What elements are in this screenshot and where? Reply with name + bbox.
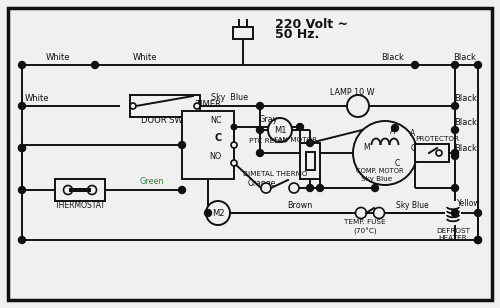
Circle shape: [18, 187, 26, 193]
Text: Sky Blue: Sky Blue: [362, 176, 392, 182]
Text: DOOR SW.: DOOR SW.: [142, 116, 184, 124]
Text: PTC RELAY: PTC RELAY: [249, 138, 287, 144]
Circle shape: [296, 124, 304, 131]
Text: C: C: [215, 133, 222, 143]
Bar: [69, 188, 91, 192]
Circle shape: [206, 201, 230, 225]
Bar: [182, 111, 234, 179]
Text: C: C: [410, 144, 416, 152]
Circle shape: [452, 184, 458, 192]
Circle shape: [256, 103, 264, 110]
Text: M1: M1: [274, 125, 286, 135]
Circle shape: [474, 237, 482, 244]
Circle shape: [316, 184, 324, 192]
Circle shape: [452, 149, 458, 156]
Circle shape: [356, 208, 366, 218]
Circle shape: [231, 142, 237, 148]
Text: Sky  Blue: Sky Blue: [212, 92, 248, 102]
Circle shape: [306, 184, 314, 192]
Circle shape: [64, 185, 72, 194]
Text: Black: Black: [454, 144, 477, 152]
Text: Black: Black: [454, 52, 476, 62]
Circle shape: [452, 127, 458, 133]
Bar: [55, 179, 105, 201]
Text: 50 Hz.: 50 Hz.: [275, 27, 320, 40]
Bar: [306, 152, 314, 170]
Text: NO: NO: [210, 152, 222, 160]
Bar: [130, 95, 200, 117]
Text: Gray: Gray: [258, 115, 278, 124]
Text: Black: Black: [454, 117, 477, 127]
Circle shape: [306, 140, 314, 147]
Text: COMP. MOTOR: COMP. MOTOR: [356, 168, 404, 174]
Text: Brown: Brown: [288, 201, 312, 209]
Circle shape: [256, 127, 264, 133]
Circle shape: [230, 124, 237, 131]
Text: TIMER: TIMER: [195, 99, 221, 108]
Circle shape: [18, 237, 26, 244]
Circle shape: [261, 183, 271, 193]
Circle shape: [372, 184, 378, 192]
Text: A: A: [390, 127, 396, 136]
Text: FAN MOTOR: FAN MOTOR: [274, 137, 318, 143]
Text: White: White: [46, 52, 70, 62]
Circle shape: [18, 62, 26, 68]
Circle shape: [474, 237, 482, 244]
Circle shape: [392, 124, 398, 132]
Circle shape: [268, 118, 292, 142]
Circle shape: [204, 209, 212, 217]
Circle shape: [347, 95, 369, 117]
Circle shape: [474, 62, 482, 68]
Circle shape: [88, 185, 96, 194]
Text: Black: Black: [382, 52, 404, 62]
Circle shape: [452, 103, 458, 110]
Text: Green: Green: [140, 177, 164, 187]
Text: A: A: [410, 128, 416, 137]
Text: LAMP 10 W: LAMP 10 W: [330, 87, 374, 96]
Circle shape: [374, 208, 384, 218]
Circle shape: [92, 62, 98, 68]
Circle shape: [256, 149, 264, 156]
Text: White: White: [133, 52, 158, 62]
Text: HEATER: HEATER: [438, 235, 468, 241]
Text: (70°C): (70°C): [353, 227, 377, 235]
Text: Yellow: Yellow: [457, 198, 481, 208]
Circle shape: [18, 103, 26, 110]
Text: THERMOSTAT: THERMOSTAT: [54, 201, 106, 210]
Text: White: White: [25, 94, 50, 103]
Bar: [233, 27, 253, 39]
Text: DEFROST: DEFROST: [436, 228, 470, 234]
Circle shape: [231, 160, 237, 166]
Circle shape: [452, 62, 458, 68]
Text: Orange: Orange: [248, 179, 276, 188]
Circle shape: [452, 152, 458, 160]
Circle shape: [452, 209, 458, 217]
Bar: [300, 143, 320, 179]
Text: PROTECTOR: PROTECTOR: [415, 136, 459, 142]
Text: M: M: [364, 143, 370, 152]
Circle shape: [289, 183, 299, 193]
Circle shape: [474, 209, 482, 217]
Circle shape: [178, 141, 186, 148]
Circle shape: [412, 62, 418, 68]
Text: C: C: [394, 159, 400, 168]
Circle shape: [130, 103, 136, 109]
Circle shape: [194, 103, 200, 109]
Text: 220 Volt ~: 220 Volt ~: [275, 18, 348, 30]
Circle shape: [436, 150, 442, 156]
Circle shape: [178, 187, 186, 193]
Text: Sky Blue: Sky Blue: [396, 201, 428, 209]
Text: NC: NC: [210, 116, 222, 124]
Bar: [445, 201, 461, 225]
Circle shape: [18, 144, 26, 152]
Text: Black: Black: [454, 94, 477, 103]
Text: BIMETAL THERMO: BIMETAL THERMO: [243, 171, 307, 177]
Circle shape: [353, 121, 417, 185]
Text: TEMP. FUSE: TEMP. FUSE: [344, 219, 386, 225]
Bar: [415, 144, 449, 162]
Circle shape: [18, 144, 26, 152]
Circle shape: [452, 209, 458, 217]
Text: M2: M2: [212, 209, 224, 217]
